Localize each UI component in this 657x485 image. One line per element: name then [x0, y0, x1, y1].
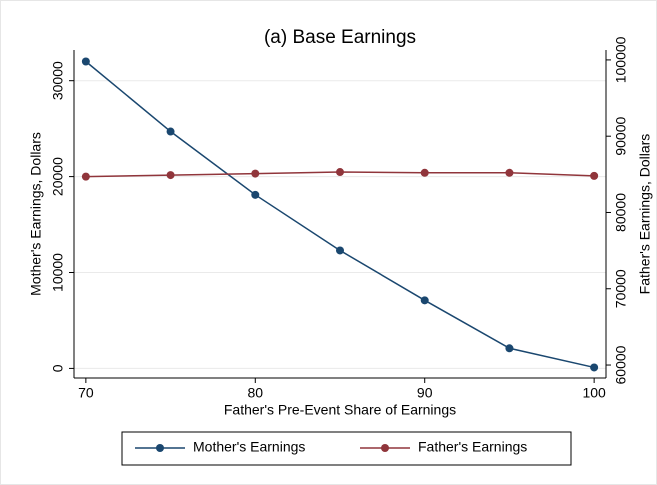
point: [590, 171, 599, 180]
point: [251, 190, 260, 199]
point: [505, 168, 514, 177]
y-tick-label: 0: [50, 364, 66, 372]
point: [166, 127, 175, 136]
legend-marker: [156, 444, 164, 452]
point: [81, 172, 90, 181]
chart-title: (a) Base Earnings: [264, 27, 416, 48]
y-tick-label: 30000: [50, 61, 66, 100]
plot-area: [74, 50, 606, 378]
y2-tick-label: 70000: [613, 269, 629, 308]
point: [166, 171, 175, 180]
y-axis-title: Mother's Earnings, Dollars: [28, 132, 44, 296]
x-tick-label: 100: [582, 385, 606, 401]
y2-axis-title: Father's Earnings, Dollars: [637, 134, 653, 295]
point: [505, 344, 514, 353]
x-axis-title: Father's Pre-Event Share of Earnings: [224, 402, 456, 418]
point: [420, 296, 429, 305]
y-tick-label: 20000: [50, 157, 66, 196]
x-tick-label: 70: [78, 385, 94, 401]
x-tick-label: 90: [417, 385, 433, 401]
x-tick-label: 80: [247, 385, 263, 401]
legend-label: Father's Earnings: [418, 439, 527, 455]
point: [590, 363, 599, 372]
point: [336, 246, 344, 255]
point: [81, 57, 90, 66]
point: [420, 168, 429, 177]
y2-tick-label: 60000: [613, 345, 629, 384]
legend-label: Mother's Earnings: [193, 439, 305, 455]
y-tick-label: 10000: [50, 253, 66, 292]
y2-tick-label: 90000: [613, 117, 629, 156]
legend: [121, 431, 572, 466]
point: [251, 169, 260, 178]
y2-tick-label: 100000: [613, 36, 629, 83]
point: [336, 168, 344, 177]
legend-marker: [381, 444, 389, 452]
y2-tick-label: 80000: [613, 193, 629, 232]
